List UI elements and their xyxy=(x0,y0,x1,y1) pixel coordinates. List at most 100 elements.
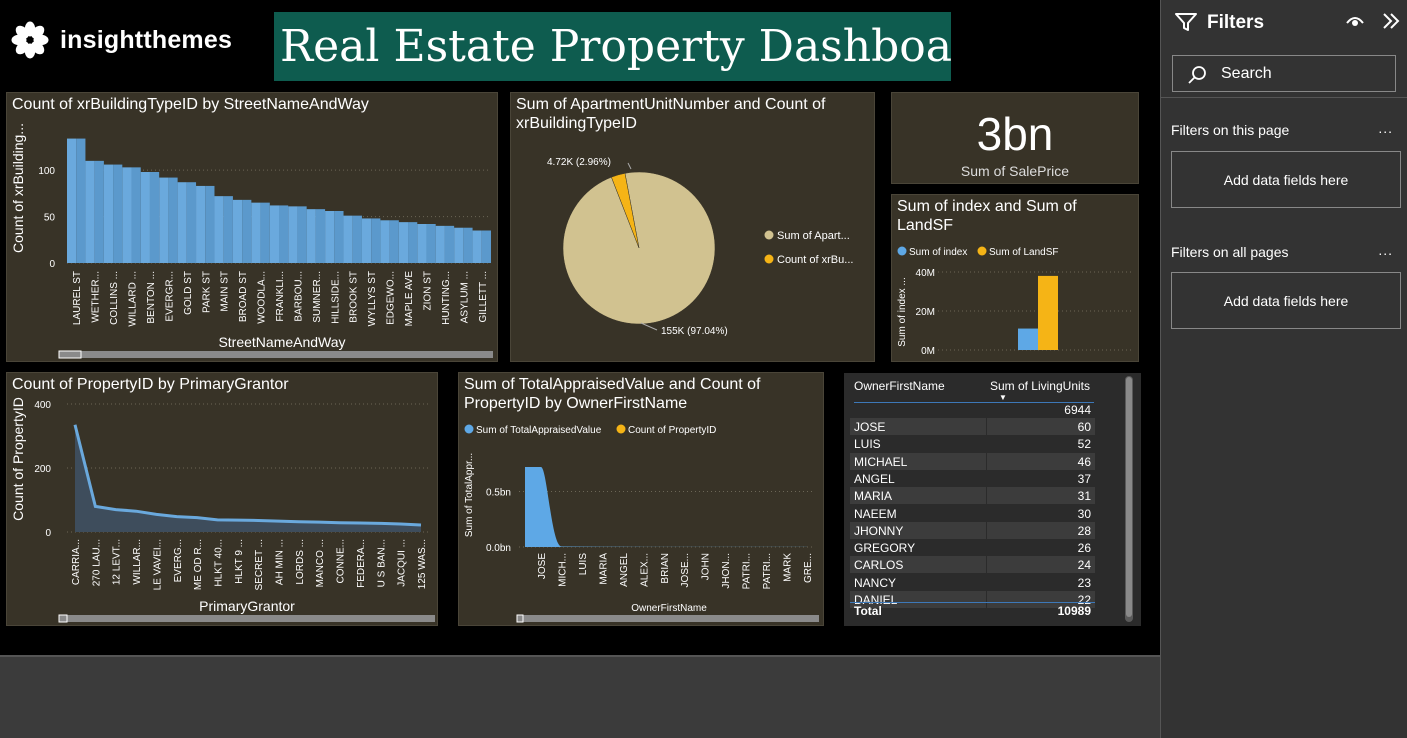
legend-entry: Sum of Apart... xyxy=(777,230,850,242)
leader-line xyxy=(640,322,658,331)
x-tick-label: BARBOU... xyxy=(293,271,304,322)
y-tick-label: 20M xyxy=(916,307,935,318)
chart-property-by-grantor[interactable]: Count of PropertyID by PrimaryGrantor 0 2… xyxy=(6,372,438,626)
all-pages-filter-drop-well[interactable]: Add data fields here xyxy=(1171,272,1401,329)
search-placeholder: Search xyxy=(1221,65,1272,82)
x-tick-label: WILLAR... xyxy=(132,539,143,585)
dashboard-title: Real Estate Property Dashboard xyxy=(274,12,951,81)
eye-icon[interactable] xyxy=(1345,14,1365,28)
bar xyxy=(472,230,482,263)
bar xyxy=(389,220,399,263)
table-header: OwnerFirstName Sum of LivingUnits ▼ xyxy=(854,377,1094,403)
scrollbar-thumb[interactable] xyxy=(58,614,68,623)
x-tick-label: MAIN ST xyxy=(220,271,231,312)
bar xyxy=(269,205,279,263)
cell-living-units: 60 xyxy=(1077,420,1091,434)
kpi-card-sale-price[interactable]: 3bn Sum of SalePrice xyxy=(891,92,1139,184)
x-tick-label: WYLLYS ST xyxy=(367,271,378,326)
x-tick-label: ANGEL xyxy=(619,553,630,587)
table-row: JOSE 60 xyxy=(850,418,1095,435)
cell-divider xyxy=(986,487,987,505)
y-tick-label: 40M xyxy=(916,268,935,279)
sort-desc-icon[interactable]: ▼ xyxy=(999,393,1007,402)
horizontal-scrollbar[interactable] xyxy=(517,615,819,622)
chart-apartment-pie[interactable]: Sum of ApartmentUnitNumber and Count of … xyxy=(510,92,875,362)
column-header-living-units[interactable]: Sum of LivingUnits xyxy=(989,379,1090,393)
bar xyxy=(398,222,409,263)
cell-living-units: 28 xyxy=(1077,523,1091,538)
logo: insightthemes xyxy=(10,20,232,60)
collapse-pane-icon[interactable] xyxy=(1381,12,1401,30)
y-tick-label: 0.0bn xyxy=(486,543,511,554)
chart-building-type-by-street[interactable]: Count of xrBuildingTypeID by StreetNameA… xyxy=(6,92,498,362)
combo-area-chart: 0.0bn 0.5bn Sum of TotalAppraisedValue Coun… xyxy=(464,424,819,623)
bar xyxy=(306,209,316,263)
flower-logo-icon xyxy=(11,21,49,59)
bar xyxy=(371,218,381,263)
column-header-owner[interactable]: OwnerFirstName xyxy=(854,379,945,393)
bar xyxy=(205,185,215,263)
owner-living-units-table[interactable]: OwnerFirstName Sum of LivingUnits ▼ 6944… xyxy=(844,373,1141,626)
more-options-button[interactable]: ... xyxy=(1378,242,1393,258)
series-line xyxy=(73,424,422,527)
cell-owner-name: MICHAEL xyxy=(854,454,908,469)
x-tick-label: U S BAN... xyxy=(376,539,387,587)
chart-appraised-by-owner[interactable]: Sum of TotalAppraisedValue and Count of … xyxy=(458,372,824,626)
chart-title: Count of xrBuildingTypeID by StreetNameA… xyxy=(12,96,369,113)
chart-index-landsf[interactable]: Sum of index and Sum of LandSF 0M 20M 40M S… xyxy=(891,194,1139,362)
x-tick-label: PARK ST xyxy=(201,271,212,313)
total-label: Total xyxy=(854,604,882,618)
bar xyxy=(196,185,206,263)
area-fill xyxy=(525,467,807,547)
cell-owner-name: DANIEL xyxy=(854,593,898,607)
x-tick-label: JOHN xyxy=(701,553,712,580)
x-tick-label: MARK xyxy=(783,553,794,582)
bar xyxy=(435,225,445,263)
x-tick-label: PATRI... xyxy=(742,553,753,589)
filter-icon xyxy=(1175,13,1197,31)
bar xyxy=(131,167,141,263)
x-tick-label: LE VAVEI... xyxy=(152,539,163,590)
bar xyxy=(232,199,243,263)
x-tick-label: BROAD ST xyxy=(238,271,249,322)
x-tick-label: AH MIN ... xyxy=(275,539,286,585)
page-filter-drop-well[interactable]: Add data fields here xyxy=(1171,151,1401,208)
section-filters-all-pages: Filters on all pages xyxy=(1171,244,1289,260)
cell-divider xyxy=(986,573,987,591)
bar xyxy=(352,215,362,263)
x-tick-label: CARRIA... xyxy=(71,539,82,585)
filter-search-input[interactable]: Search xyxy=(1172,55,1396,92)
table-total-row: Total 10989 xyxy=(850,602,1095,618)
cell-divider xyxy=(986,418,987,435)
cell-living-units: 24 xyxy=(1077,558,1091,573)
bar xyxy=(315,209,326,263)
horizontal-scrollbar[interactable] xyxy=(59,615,435,622)
cell-value: 6944 xyxy=(1064,403,1091,417)
bar xyxy=(168,177,178,263)
legend-marker xyxy=(764,230,774,240)
scrollbar-thumb[interactable] xyxy=(516,614,524,623)
horizontal-scrollbar[interactable] xyxy=(59,351,493,358)
bar xyxy=(408,222,418,263)
x-tick-label: WETHER... xyxy=(91,271,102,323)
y-tick-label: 0M xyxy=(921,346,935,357)
bar xyxy=(122,167,132,263)
table-row: GREGORY 26 xyxy=(850,539,1095,557)
y-axis-title: Count of PropertyID xyxy=(10,397,26,521)
y-tick-label: 0 xyxy=(49,259,55,270)
y-axis-title: Count of xrBuilding... xyxy=(10,123,26,253)
legend-marker xyxy=(897,246,907,256)
legend-marker xyxy=(616,424,626,434)
scrollbar-thumb[interactable] xyxy=(1126,377,1132,617)
table-scrollbar[interactable] xyxy=(1125,376,1133,622)
legend-marker xyxy=(977,246,987,256)
scrollbar-thumb[interactable] xyxy=(58,350,82,359)
table-row: LUIS 52 xyxy=(850,435,1095,453)
table-row: JHONNY 28 xyxy=(850,521,1095,539)
x-tick-label: JHON... xyxy=(721,553,732,589)
x-tick-label: SECRET ... xyxy=(254,539,265,591)
more-options-button[interactable]: ... xyxy=(1378,120,1393,136)
cell-owner-name: LUIS xyxy=(854,437,881,452)
cell-owner-name: CARLOS xyxy=(854,558,904,573)
y-axis-title: Sum of index ... xyxy=(897,277,908,346)
